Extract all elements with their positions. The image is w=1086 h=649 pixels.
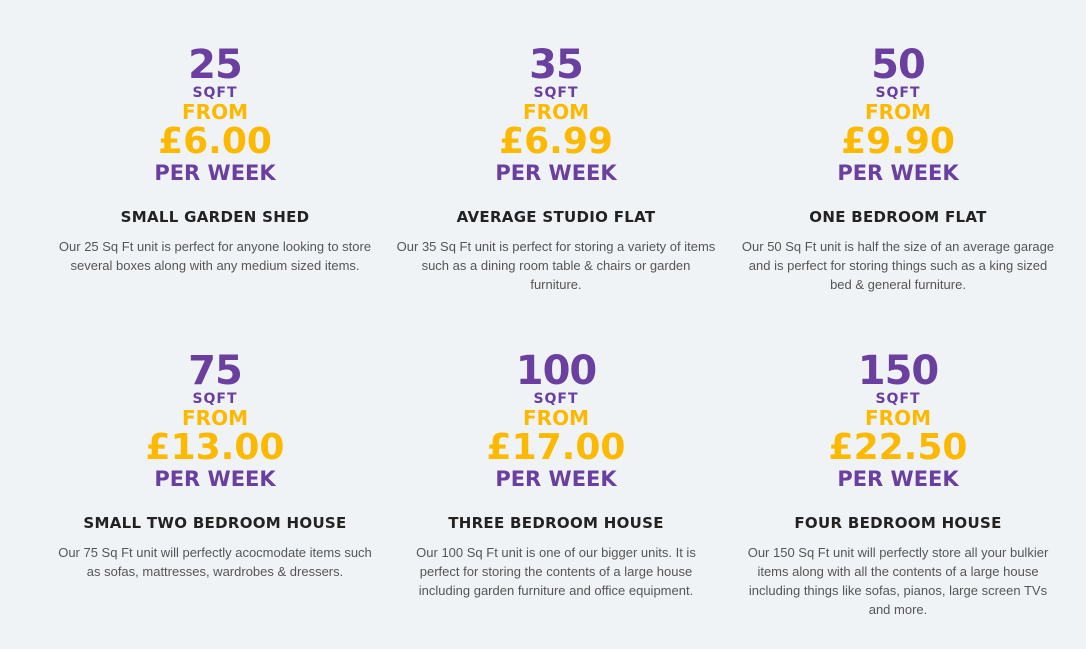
- unit-label: SQFT: [192, 85, 238, 101]
- storage-unit-card: 50 SQFT FROM £9.90 PER WEEK ONE BEDROOM FLAT O…: [733, 45, 1063, 294]
- unit-title: ONE BEDROOM FLAT: [809, 208, 987, 226]
- from-label: FROM: [182, 100, 248, 124]
- unit-size: 35: [529, 42, 584, 88]
- unit-size: 75: [188, 348, 243, 394]
- price-period: PER WEEK: [837, 161, 959, 185]
- unit-size: 100: [515, 348, 598, 394]
- unit-label: SQFT: [192, 391, 238, 407]
- unit-price: £13.00: [145, 427, 285, 468]
- from-label: FROM: [865, 406, 931, 430]
- storage-unit-card: 35 SQFT FROM £6.99 PER WEEK AVERAGE STUDIO FL…: [391, 45, 721, 294]
- unit-description: Our 50 Sq Ft unit is half the size of an…: [741, 239, 1055, 292]
- storage-unit-card: 25 SQFT FROM £6.00 PER WEEK SMALL GARDEN SHED…: [50, 45, 380, 275]
- unit-description: Our 25 Sq Ft unit is perfect for anyone …: [58, 239, 372, 273]
- price-period: PER WEEK: [154, 467, 276, 491]
- unit-description: Our 150 Sq Ft unit will perfectly store …: [747, 545, 1049, 617]
- unit-title: THREE BEDROOM HOUSE: [448, 514, 664, 532]
- price-period: PER WEEK: [837, 467, 959, 491]
- storage-unit-card: 75 SQFT FROM £13.00 PER WEEK SMALL TWO BEDROO…: [50, 351, 380, 581]
- unit-label: SQFT: [875, 85, 921, 101]
- price-period: PER WEEK: [495, 161, 617, 185]
- unit-price: £17.00: [486, 427, 626, 468]
- unit-label: SQFT: [533, 85, 579, 101]
- price-period: PER WEEK: [154, 161, 276, 185]
- unit-title: SMALL TWO BEDROOM HOUSE: [83, 514, 347, 532]
- unit-description: Our 100 Sq Ft unit is one of our bigger …: [416, 545, 696, 598]
- unit-label: SQFT: [875, 391, 921, 407]
- unit-title: FOUR BEDROOM HOUSE: [794, 514, 1002, 532]
- storage-unit-card: 150 SQFT FROM £22.50 PER WEEK FOUR BEDROOM HO…: [733, 351, 1063, 619]
- from-label: FROM: [182, 406, 248, 430]
- unit-price: £6.00: [158, 121, 272, 162]
- unit-size: 25: [188, 42, 243, 88]
- from-label: FROM: [523, 100, 589, 124]
- unit-label: SQFT: [533, 391, 579, 407]
- from-label: FROM: [523, 406, 589, 430]
- unit-title: AVERAGE STUDIO FLAT: [456, 208, 656, 226]
- unit-size: 50: [871, 42, 926, 88]
- unit-size: 150: [857, 348, 940, 394]
- unit-price: £22.50: [828, 427, 968, 468]
- storage-unit-card: 100 SQFT FROM £17.00 PER WEEK THREE BEDROOM H…: [391, 351, 721, 600]
- price-period: PER WEEK: [495, 467, 617, 491]
- unit-description: Our 35 Sq Ft unit is perfect for storing…: [396, 239, 716, 292]
- unit-title: SMALL GARDEN SHED: [120, 208, 310, 226]
- unit-price: £6.99: [499, 121, 613, 162]
- unit-price: £9.90: [841, 121, 955, 162]
- unit-description: Our 75 Sq Ft unit will perfectly acocmod…: [58, 545, 372, 579]
- from-label: FROM: [865, 100, 931, 124]
